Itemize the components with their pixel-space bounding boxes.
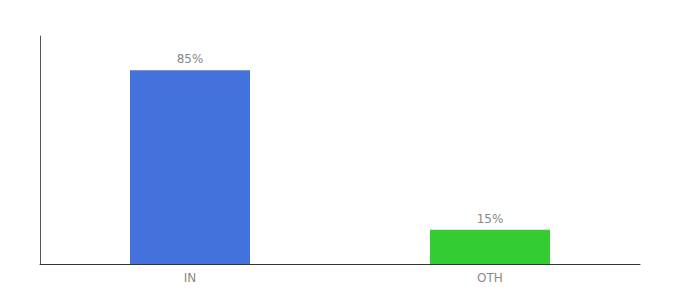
svg-text:85%: 85% xyxy=(177,52,204,66)
svg-text:IN: IN xyxy=(184,271,197,285)
svg-text:OTH: OTH xyxy=(477,271,503,285)
svg-text:15%: 15% xyxy=(477,212,504,226)
